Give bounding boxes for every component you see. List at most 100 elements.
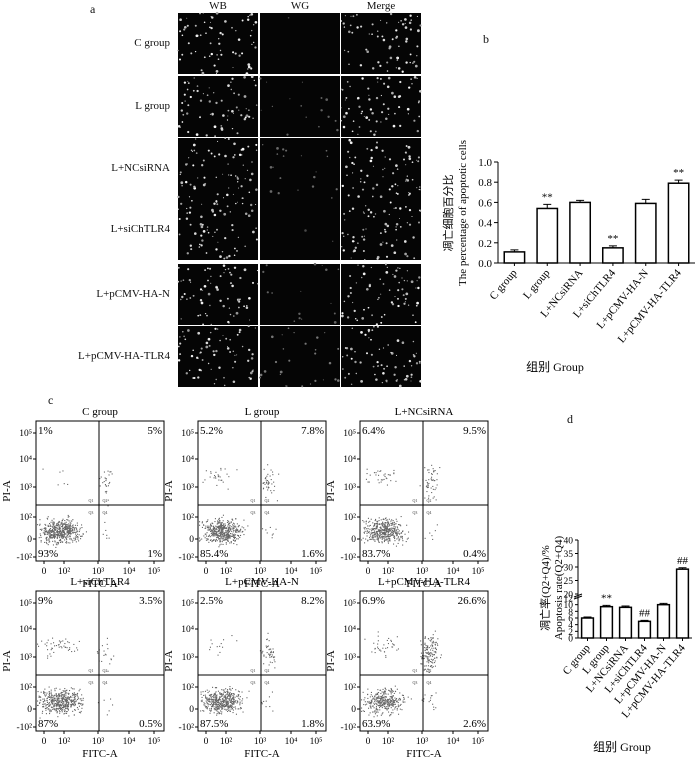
x-tick-label: 10⁴ [123, 737, 137, 747]
quadrant-percent: 9% [38, 595, 53, 607]
quadrant-percent: 1.6% [301, 548, 324, 560]
error-bar [602, 604, 611, 607]
row-label: L+siChTLR4 [110, 222, 170, 235]
y-axis-label-en: Apoptosis rate(Q2+Q4) [553, 536, 565, 641]
quadrant-percent: 93% [38, 548, 58, 560]
quadrant-percent: 5% [147, 425, 162, 437]
flow-plot: L+pCMV-HA-TLR4 Q1 Q2 Q3 Q4 6.9% 26.6% 63.9% 2.6%… [325, 576, 489, 760]
y-tick-label: 0 [568, 635, 573, 645]
y-axis-label: PI-A [325, 480, 337, 501]
x-tick-label: 0 [366, 737, 371, 747]
gate-label: Q4 [427, 680, 432, 685]
y-tick-label: 10⁵ [19, 599, 32, 609]
y-axis-label: PI-A [325, 650, 337, 671]
quadrant-percent: 8.2% [301, 595, 324, 607]
bar [637, 620, 652, 639]
gate-label: Q1 [251, 498, 256, 503]
x-axis-label: FITC-A [82, 578, 118, 590]
row-label: L+NCsiRNA [111, 161, 170, 174]
significance-mark: ## [639, 607, 651, 619]
x-tick-label: 10⁴ [123, 567, 137, 577]
y-tick-label: 10⁴ [19, 625, 33, 635]
y-axis-label: PI-A [1, 650, 13, 671]
micrograph-tile [341, 138, 421, 199]
y-tick-label: 0 [189, 705, 194, 715]
y-tick-label: 2 [568, 628, 573, 638]
error-bar [510, 249, 519, 252]
y-tick-label: 40 [564, 537, 574, 547]
row-label: L+pCMV-HA-TLR4 [78, 349, 170, 362]
gate-label: Q1 [89, 668, 94, 673]
quadrant-percent: 7.8% [301, 425, 324, 437]
gate-label: Q4 [103, 510, 108, 515]
micrograph-tile [177, 11, 258, 75]
y-tick-label: 0.8 [478, 177, 492, 189]
axis-break [573, 593, 583, 600]
y-tick-label: 10 [564, 601, 574, 611]
column-header: Merge [366, 0, 396, 12]
plot-frame [197, 590, 327, 732]
y-tick-label: -10² [178, 723, 194, 733]
x-tick-label: 0 [204, 737, 209, 747]
x-tick-label: 10² [382, 737, 395, 747]
quadrant-percent: 87% [38, 718, 58, 730]
flow-plot: L group Q1 Q2 Q3 Q4 5.2% 7.8% 85.4% 1.6% 10⁵ 10⁴ 10… [163, 406, 327, 590]
y-tick-label: 6 [568, 615, 573, 625]
micrograph-tile [340, 12, 422, 74]
significance-mark: ** [601, 592, 612, 604]
y-tick-label: 10⁴ [343, 455, 357, 465]
plot-title: L+pCMV-HA-N [225, 576, 299, 588]
gate-label: Q1 [413, 668, 418, 673]
plot-title: L+NCsiRNA [395, 406, 454, 418]
x-axis-label: 组别 Group [526, 360, 584, 374]
y-tick-label: 12 [564, 595, 574, 605]
flow-plot: C group Q1 Q2 Q3 Q4 1% 5% 93% 1% 10⁵ 10⁴ 10³ 10² 0 -10… [1, 406, 165, 590]
y-tick-label: 25 [564, 577, 574, 587]
significance-mark: ## [677, 555, 689, 567]
gate-label: Q2 [427, 668, 432, 673]
panel-label-a: a [90, 2, 96, 16]
quadrant-percent: 2.5% [200, 595, 223, 607]
x-axis-label: FITC-A [244, 748, 280, 760]
error-bar [576, 199, 585, 203]
gate-label: Q4 [265, 510, 270, 515]
plot-frame [197, 420, 327, 562]
x-tick-label: 10⁵ [148, 737, 161, 747]
micrograph-tile [341, 199, 422, 261]
x-tick-label: 10³ [254, 737, 267, 747]
quadrant-percent: 0.5% [139, 718, 162, 730]
error-bar [621, 605, 630, 608]
x-axis-label: FITC-A [82, 748, 118, 760]
y-tick-label: 10⁵ [19, 429, 32, 439]
x-tick-label: 10⁵ [472, 567, 485, 577]
flow-plot: L+NCsiRNA Q1 Q2 Q3 Q4 6.4% 9.5% 83.7% 0.4% 10⁵ 10⁴… [325, 406, 489, 590]
gate-label: Q3 [413, 680, 418, 685]
row-label: C group [134, 36, 170, 49]
x-tick-label: 10⁴ [285, 567, 299, 577]
quadrant-percent: 9.5% [463, 425, 486, 437]
significance-mark: ** [673, 167, 684, 179]
error-bar [583, 616, 592, 618]
y-tick-label: 35 [564, 550, 574, 560]
flow-plot: L+siChTLR4 Q1 Q2 Q3 Q4 9% 3.5% 87% 0.5% 10⁵ 10⁴ 10³… [1, 576, 165, 760]
quadrant-percent: 85.4% [200, 548, 228, 560]
x-tick-label: 0 [42, 567, 47, 577]
gate-label: Q1 [89, 498, 94, 503]
gate-label: Q2 [265, 498, 270, 503]
y-tick-label: 30 [564, 564, 574, 574]
y-tick-label: 10³ [182, 483, 195, 493]
quadrant-percent: 1.8% [301, 718, 324, 730]
quadrant-percent: 0.4% [463, 548, 486, 560]
x-tick-label: 10² [382, 567, 395, 577]
x-tick-label: 10⁵ [310, 567, 323, 577]
y-tick-label: -10² [16, 723, 32, 733]
error-bar [674, 179, 683, 184]
y-tick-label: 10² [182, 513, 195, 523]
micrograph-tile [259, 76, 340, 137]
column-header: WB [209, 0, 227, 12]
x-tick-label: 0 [42, 737, 47, 747]
x-tick-label: 0 [204, 567, 209, 577]
x-axis-label: FITC-A [406, 748, 442, 760]
y-tick-label: 10⁵ [181, 599, 194, 609]
y-tick-label: 10⁵ [181, 429, 194, 439]
